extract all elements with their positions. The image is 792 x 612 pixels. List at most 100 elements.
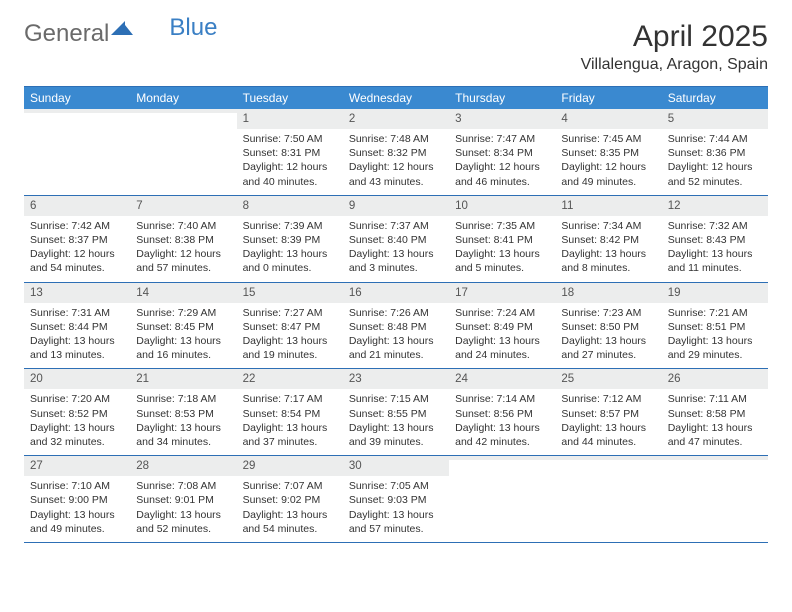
day-number: 5 <box>662 109 768 129</box>
calendar-day-cell: 12Sunrise: 7:32 AMSunset: 8:43 PMDayligh… <box>662 196 768 282</box>
calendar-day-cell: 16Sunrise: 7:26 AMSunset: 8:48 PMDayligh… <box>343 283 449 369</box>
daylight-text: Daylight: 13 hours and 47 minutes. <box>668 421 762 449</box>
calendar-day-cell: 21Sunrise: 7:18 AMSunset: 8:53 PMDayligh… <box>130 369 236 455</box>
sunset-text: Sunset: 8:48 PM <box>349 320 443 334</box>
day-body: Sunrise: 7:44 AMSunset: 8:36 PMDaylight:… <box>662 129 768 195</box>
day-header-thu: Thursday <box>449 87 555 109</box>
daylight-text: Daylight: 13 hours and 49 minutes. <box>30 508 124 536</box>
sunrise-text: Sunrise: 7:50 AM <box>243 132 337 146</box>
sunset-text: Sunset: 8:51 PM <box>668 320 762 334</box>
calendar-day-cell <box>449 456 555 542</box>
calendar-week-row: 6Sunrise: 7:42 AMSunset: 8:37 PMDaylight… <box>24 196 768 283</box>
day-body: Sunrise: 7:10 AMSunset: 9:00 PMDaylight:… <box>24 476 130 542</box>
sunset-text: Sunset: 8:34 PM <box>455 146 549 160</box>
day-number: 27 <box>24 456 130 476</box>
sunset-text: Sunset: 8:41 PM <box>455 233 549 247</box>
daylight-text: Daylight: 12 hours and 40 minutes. <box>243 160 337 188</box>
day-number: 19 <box>662 283 768 303</box>
day-number: 20 <box>24 369 130 389</box>
daylight-text: Daylight: 12 hours and 43 minutes. <box>349 160 443 188</box>
sunrise-text: Sunrise: 7:15 AM <box>349 392 443 406</box>
calendar-header-row: Sunday Monday Tuesday Wednesday Thursday… <box>24 87 768 109</box>
day-body: Sunrise: 7:05 AMSunset: 9:03 PMDaylight:… <box>343 476 449 542</box>
day-body <box>24 113 130 171</box>
sunset-text: Sunset: 8:50 PM <box>561 320 655 334</box>
calendar-day-cell: 9Sunrise: 7:37 AMSunset: 8:40 PMDaylight… <box>343 196 449 282</box>
day-body: Sunrise: 7:42 AMSunset: 8:37 PMDaylight:… <box>24 216 130 282</box>
logo-triangle-icon <box>111 14 133 42</box>
day-number: 28 <box>130 456 236 476</box>
sunrise-text: Sunrise: 7:48 AM <box>349 132 443 146</box>
daylight-text: Daylight: 13 hours and 34 minutes. <box>136 421 230 449</box>
daylight-text: Daylight: 13 hours and 27 minutes. <box>561 334 655 362</box>
sunset-text: Sunset: 8:58 PM <box>668 407 762 421</box>
day-body: Sunrise: 7:29 AMSunset: 8:45 PMDaylight:… <box>130 303 236 369</box>
daylight-text: Daylight: 12 hours and 49 minutes. <box>561 160 655 188</box>
day-body: Sunrise: 7:23 AMSunset: 8:50 PMDaylight:… <box>555 303 661 369</box>
sunrise-text: Sunrise: 7:32 AM <box>668 219 762 233</box>
calendar-day-cell: 11Sunrise: 7:34 AMSunset: 8:42 PMDayligh… <box>555 196 661 282</box>
calendar-day-cell: 1Sunrise: 7:50 AMSunset: 8:31 PMDaylight… <box>237 109 343 195</box>
calendar-day-cell: 30Sunrise: 7:05 AMSunset: 9:03 PMDayligh… <box>343 456 449 542</box>
sunrise-text: Sunrise: 7:34 AM <box>561 219 655 233</box>
sunset-text: Sunset: 8:31 PM <box>243 146 337 160</box>
calendar-day-cell: 19Sunrise: 7:21 AMSunset: 8:51 PMDayligh… <box>662 283 768 369</box>
logo-text-2: Blue <box>169 14 217 42</box>
day-number: 29 <box>237 456 343 476</box>
day-body <box>662 460 768 518</box>
calendar-day-cell: 25Sunrise: 7:12 AMSunset: 8:57 PMDayligh… <box>555 369 661 455</box>
day-body: Sunrise: 7:31 AMSunset: 8:44 PMDaylight:… <box>24 303 130 369</box>
day-number: 7 <box>130 196 236 216</box>
calendar-day-cell: 13Sunrise: 7:31 AMSunset: 8:44 PMDayligh… <box>24 283 130 369</box>
logo-text-1: General <box>24 20 109 48</box>
calendar-day-cell <box>662 456 768 542</box>
daylight-text: Daylight: 13 hours and 39 minutes. <box>349 421 443 449</box>
calendar-grid: Sunday Monday Tuesday Wednesday Thursday… <box>24 86 768 543</box>
sunrise-text: Sunrise: 7:08 AM <box>136 479 230 493</box>
sunset-text: Sunset: 8:54 PM <box>243 407 337 421</box>
day-number: 30 <box>343 456 449 476</box>
day-header-sat: Saturday <box>662 87 768 109</box>
calendar-day-cell <box>130 109 236 195</box>
day-body: Sunrise: 7:39 AMSunset: 8:39 PMDaylight:… <box>237 216 343 282</box>
daylight-text: Daylight: 13 hours and 0 minutes. <box>243 247 337 275</box>
calendar-week-row: 20Sunrise: 7:20 AMSunset: 8:52 PMDayligh… <box>24 369 768 456</box>
sunset-text: Sunset: 9:01 PM <box>136 493 230 507</box>
calendar-day-cell: 7Sunrise: 7:40 AMSunset: 8:38 PMDaylight… <box>130 196 236 282</box>
sunset-text: Sunset: 8:53 PM <box>136 407 230 421</box>
calendar-week-row: 1Sunrise: 7:50 AMSunset: 8:31 PMDaylight… <box>24 109 768 196</box>
sunset-text: Sunset: 8:47 PM <box>243 320 337 334</box>
sunrise-text: Sunrise: 7:12 AM <box>561 392 655 406</box>
sunrise-text: Sunrise: 7:11 AM <box>668 392 762 406</box>
sunrise-text: Sunrise: 7:37 AM <box>349 219 443 233</box>
sunset-text: Sunset: 8:35 PM <box>561 146 655 160</box>
sunrise-text: Sunrise: 7:10 AM <box>30 479 124 493</box>
daylight-text: Daylight: 13 hours and 37 minutes. <box>243 421 337 449</box>
day-body: Sunrise: 7:20 AMSunset: 8:52 PMDaylight:… <box>24 389 130 455</box>
daylight-text: Daylight: 12 hours and 46 minutes. <box>455 160 549 188</box>
day-number: 9 <box>343 196 449 216</box>
calendar-day-cell <box>555 456 661 542</box>
day-number: 8 <box>237 196 343 216</box>
title-block: April 2025 Villalengua, Aragon, Spain <box>581 20 768 74</box>
day-body: Sunrise: 7:50 AMSunset: 8:31 PMDaylight:… <box>237 129 343 195</box>
daylight-text: Daylight: 13 hours and 16 minutes. <box>136 334 230 362</box>
day-body: Sunrise: 7:27 AMSunset: 8:47 PMDaylight:… <box>237 303 343 369</box>
location-subtitle: Villalengua, Aragon, Spain <box>581 56 768 74</box>
calendar-day-cell: 26Sunrise: 7:11 AMSunset: 8:58 PMDayligh… <box>662 369 768 455</box>
day-header-fri: Friday <box>555 87 661 109</box>
day-number: 25 <box>555 369 661 389</box>
sunset-text: Sunset: 9:02 PM <box>243 493 337 507</box>
sunrise-text: Sunrise: 7:39 AM <box>243 219 337 233</box>
daylight-text: Daylight: 13 hours and 8 minutes. <box>561 247 655 275</box>
sunrise-text: Sunrise: 7:05 AM <box>349 479 443 493</box>
day-header-wed: Wednesday <box>343 87 449 109</box>
sunset-text: Sunset: 8:43 PM <box>668 233 762 247</box>
calendar-day-cell: 29Sunrise: 7:07 AMSunset: 9:02 PMDayligh… <box>237 456 343 542</box>
day-number: 6 <box>24 196 130 216</box>
calendar-day-cell: 20Sunrise: 7:20 AMSunset: 8:52 PMDayligh… <box>24 369 130 455</box>
sunrise-text: Sunrise: 7:18 AM <box>136 392 230 406</box>
sunrise-text: Sunrise: 7:31 AM <box>30 306 124 320</box>
sunrise-text: Sunrise: 7:40 AM <box>136 219 230 233</box>
day-number: 14 <box>130 283 236 303</box>
